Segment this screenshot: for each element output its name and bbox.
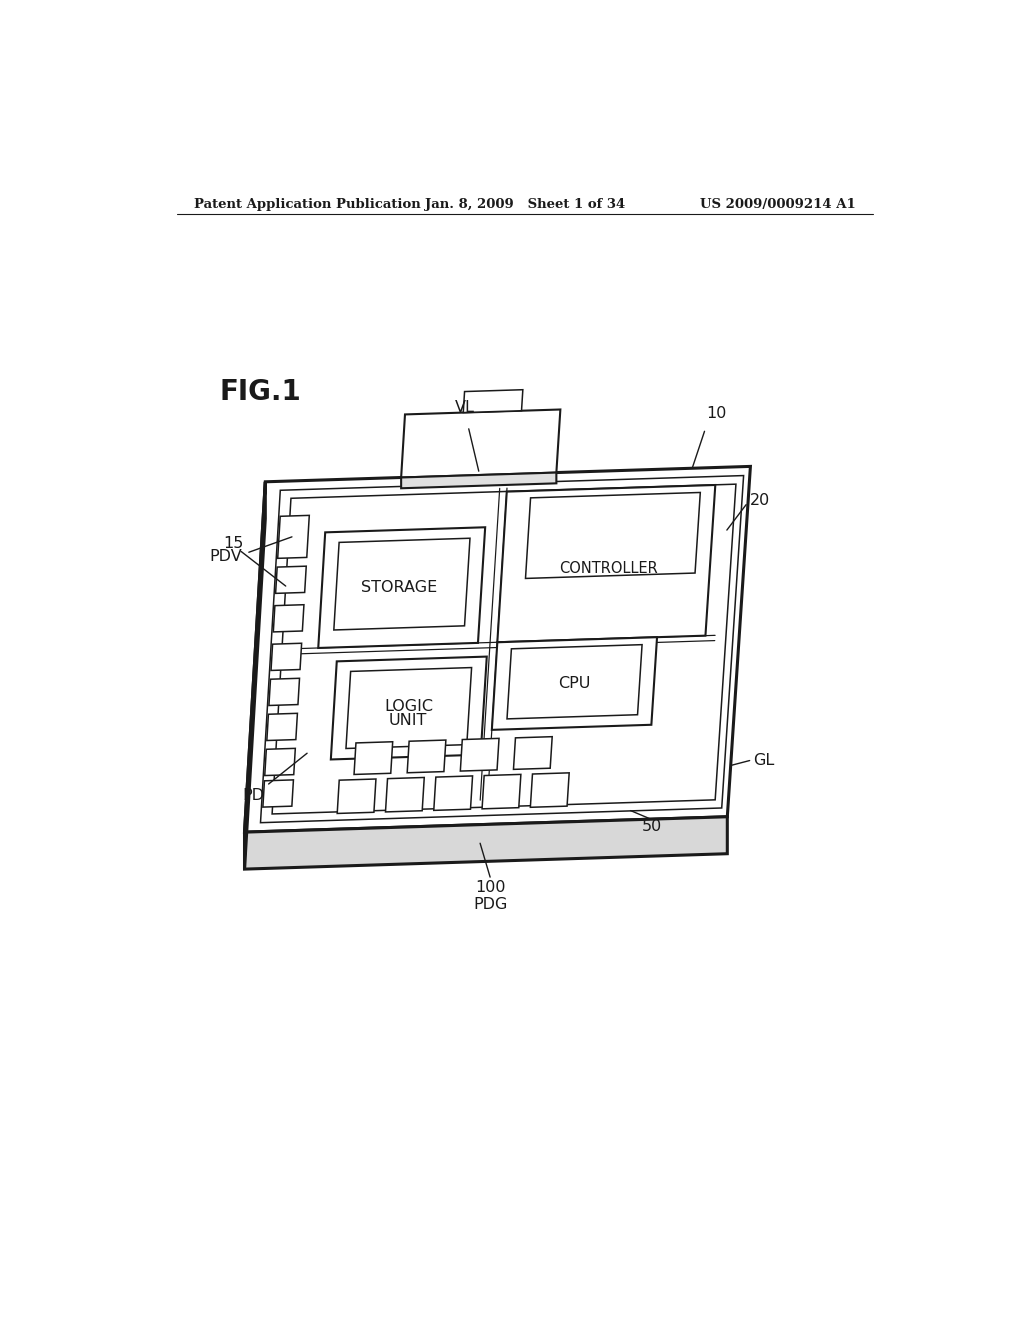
Polygon shape <box>461 738 499 771</box>
Polygon shape <box>278 515 309 558</box>
Polygon shape <box>492 638 657 730</box>
Text: UNIT: UNIT <box>389 713 427 727</box>
Polygon shape <box>408 741 445 772</box>
Polygon shape <box>507 644 642 719</box>
Text: Jan. 8, 2009   Sheet 1 of 34: Jan. 8, 2009 Sheet 1 of 34 <box>425 198 625 211</box>
Text: GL: GL <box>754 752 775 768</box>
Polygon shape <box>260 475 743 822</box>
Polygon shape <box>337 779 376 813</box>
Polygon shape <box>498 484 716 643</box>
Text: STORAGE: STORAGE <box>361 581 437 595</box>
Polygon shape <box>354 742 392 775</box>
Text: US 2009/0009214 A1: US 2009/0009214 A1 <box>700 198 856 211</box>
Polygon shape <box>434 776 472 810</box>
Text: 50: 50 <box>642 820 663 834</box>
Polygon shape <box>513 737 552 770</box>
Text: 20: 20 <box>750 494 770 508</box>
Text: Patent Application Publication: Patent Application Publication <box>194 198 421 211</box>
Text: PDV: PDV <box>209 549 242 564</box>
Polygon shape <box>269 678 300 705</box>
Text: FIG.1: FIG.1 <box>219 378 301 405</box>
Text: 15: 15 <box>223 536 244 552</box>
Text: 100: 100 <box>475 880 506 895</box>
Polygon shape <box>245 817 727 869</box>
Polygon shape <box>318 527 485 648</box>
Text: VL: VL <box>455 400 475 414</box>
Polygon shape <box>273 605 304 632</box>
Polygon shape <box>334 539 470 630</box>
Polygon shape <box>271 643 302 671</box>
Polygon shape <box>385 777 424 812</box>
Polygon shape <box>530 772 569 808</box>
Polygon shape <box>265 748 295 776</box>
Text: CPU: CPU <box>558 676 591 692</box>
Text: PDG: PDG <box>473 898 507 912</box>
Polygon shape <box>267 713 297 741</box>
Text: LOGIC: LOGIC <box>384 698 433 714</box>
Text: 10: 10 <box>707 405 726 421</box>
Polygon shape <box>275 566 306 594</box>
Polygon shape <box>346 668 472 748</box>
Text: CONTROLLER: CONTROLLER <box>559 561 657 577</box>
Polygon shape <box>401 473 556 488</box>
Polygon shape <box>463 389 523 413</box>
Polygon shape <box>245 482 265 869</box>
Polygon shape <box>401 409 560 478</box>
Text: PD: PD <box>243 788 264 803</box>
Polygon shape <box>245 466 751 832</box>
Polygon shape <box>263 780 294 807</box>
Polygon shape <box>525 492 700 578</box>
Polygon shape <box>272 484 736 814</box>
Polygon shape <box>482 775 521 809</box>
Polygon shape <box>331 656 486 759</box>
